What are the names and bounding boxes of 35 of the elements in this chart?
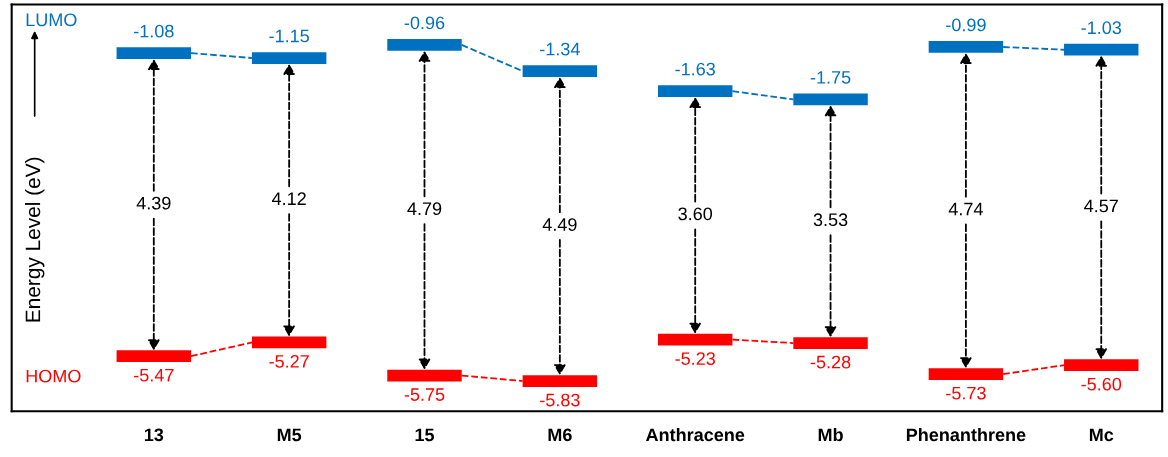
data-label: -5.23: [675, 352, 715, 365]
text: Energy Level (eV): [24, 157, 45, 322]
data-label: -5.73: [946, 386, 986, 400]
data-label: -5.27: [269, 354, 309, 368]
category-label: Anthracene: [645, 427, 745, 442]
data-label: -1.03: [1081, 21, 1122, 35]
text: 4.57: [1084, 199, 1118, 213]
data-label: -5.47: [134, 368, 174, 382]
category-label: M5: [277, 428, 302, 442]
text: 4.12: [271, 192, 306, 205]
text: 4.49: [542, 218, 577, 231]
data-label: -1.34: [540, 42, 580, 56]
text: 3.60: [678, 207, 713, 221]
category-label: Mb: [818, 427, 843, 442]
legend-label: HOMO: [26, 369, 81, 383]
data-label: -1.75: [810, 71, 851, 84]
category-label: 13: [144, 428, 164, 442]
category-label: Phenanthrene: [906, 427, 1026, 442]
text: 3.53: [813, 213, 848, 227]
category-label: M6: [548, 428, 572, 442]
data-label: -0.99: [946, 18, 986, 32]
text: 4.74: [948, 202, 983, 216]
legend-label: LUMO: [26, 13, 77, 27]
text: 4.39: [136, 196, 171, 210]
data-label: -0.96: [404, 16, 445, 30]
data-label: -5.75: [404, 388, 445, 401]
data-label: -5.60: [1081, 377, 1122, 391]
text: 4.79: [407, 202, 442, 216]
data-label: -5.83: [540, 393, 580, 407]
data-label: -1.15: [269, 29, 309, 43]
data-label: -1.08: [134, 24, 174, 38]
data-label: -1.63: [675, 62, 715, 76]
category-label: 15: [415, 428, 435, 442]
data-label: -5.28: [810, 355, 851, 369]
category-label: Mc: [1089, 428, 1114, 442]
